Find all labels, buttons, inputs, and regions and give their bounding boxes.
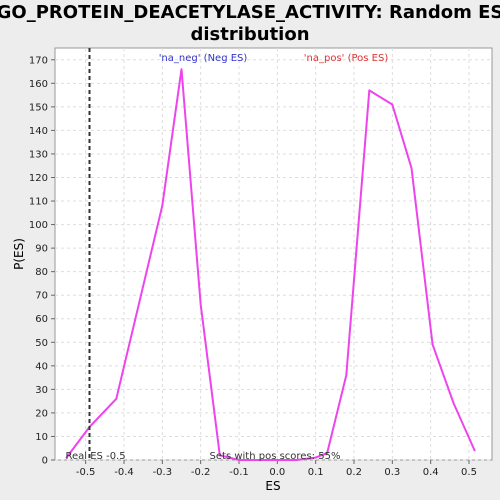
series-layer: [65, 68, 476, 461]
x-tick-label: -0.5: [76, 467, 96, 478]
x-tick-label: -0.2: [191, 467, 211, 478]
y-tick-label: 120: [29, 173, 48, 184]
es-data-point: [473, 449, 476, 452]
es-data-point: [295, 459, 298, 461]
es-data-point: [161, 204, 164, 207]
es-data-point: [410, 167, 413, 169]
y-tick-label: 160: [29, 79, 48, 90]
es-data-point: [199, 303, 202, 306]
x-tick-label: 0.0: [269, 467, 285, 478]
es-data-point: [238, 459, 240, 461]
x-tick-label: -0.1: [229, 467, 249, 478]
es-data-point: [138, 301, 141, 304]
es-data-point: [115, 398, 118, 400]
real-es-label: Real ES -0.5: [66, 451, 126, 462]
y-tick-label: 20: [35, 408, 48, 419]
x-tick-label: 0.5: [461, 467, 477, 478]
es-data-point: [368, 89, 371, 92]
pos-es-label: 'na_pos' (Pos ES): [304, 53, 389, 64]
y-tick-label: 130: [29, 149, 48, 160]
y-tick-label: 170: [29, 55, 48, 66]
es-data-point: [219, 454, 221, 457]
es-data-point: [314, 456, 317, 459]
y-tick-label: 30: [35, 385, 48, 396]
es-data-point: [257, 459, 260, 461]
y-tick-label: 100: [29, 220, 48, 231]
es-data-point: [180, 68, 183, 70]
x-tick-label: 0.3: [384, 467, 400, 478]
y-tick-label: 110: [29, 197, 48, 208]
chart-title-line-2: distribution: [190, 24, 309, 45]
y-tick-label: 0: [42, 456, 48, 467]
x-tick-label: 0.2: [346, 467, 362, 478]
pos-scores-label: Sets with pos scores: 55%: [210, 451, 341, 462]
plot-area: [54, 47, 493, 461]
es-data-point: [391, 103, 394, 106]
chart-title-line-1: GO_PROTEIN_DEACETYLASE_ACTIVITY: Random …: [0, 2, 500, 23]
es-data-point: [431, 343, 434, 346]
x-axis-ticks: -0.5 -0.4 -0.3 -0.2 -0.1 0.0 0.1 0.2 0.3 0.4 0.5: [76, 460, 477, 478]
y-tick-label: 50: [35, 338, 48, 349]
y-tick-label: 10: [35, 432, 48, 443]
y-tick-label: 140: [29, 126, 48, 137]
neg-es-label: 'na_neg' (Neg ES): [159, 53, 248, 64]
grid-lines: [55, 48, 492, 461]
y-tick-label: 40: [35, 361, 48, 372]
x-tick-label: -0.3: [153, 467, 173, 478]
y-tick-label: 60: [35, 314, 48, 325]
x-axis-label: ES: [265, 479, 280, 493]
y-axis-ticks: 0 10 20 30 40 50 60 70 80 90 100 110 120 130 140 150 160…: [29, 55, 55, 467]
y-tick-label: 90: [35, 244, 48, 255]
x-tick-label: 0.1: [308, 467, 324, 478]
y-tick-label: 150: [29, 102, 48, 113]
y-tick-label: 70: [35, 291, 48, 302]
es-data-point: [345, 374, 348, 377]
es-data-point: [452, 402, 455, 405]
y-axis-label: P(ES): [12, 238, 26, 270]
es-data-point: [326, 452, 329, 454]
x-tick-label: -0.4: [114, 467, 134, 478]
es-data-point: [65, 456, 68, 459]
x-tick-label: 0.4: [423, 467, 439, 478]
es-data-point: [276, 459, 279, 461]
y-tick-label: 80: [35, 267, 48, 278]
